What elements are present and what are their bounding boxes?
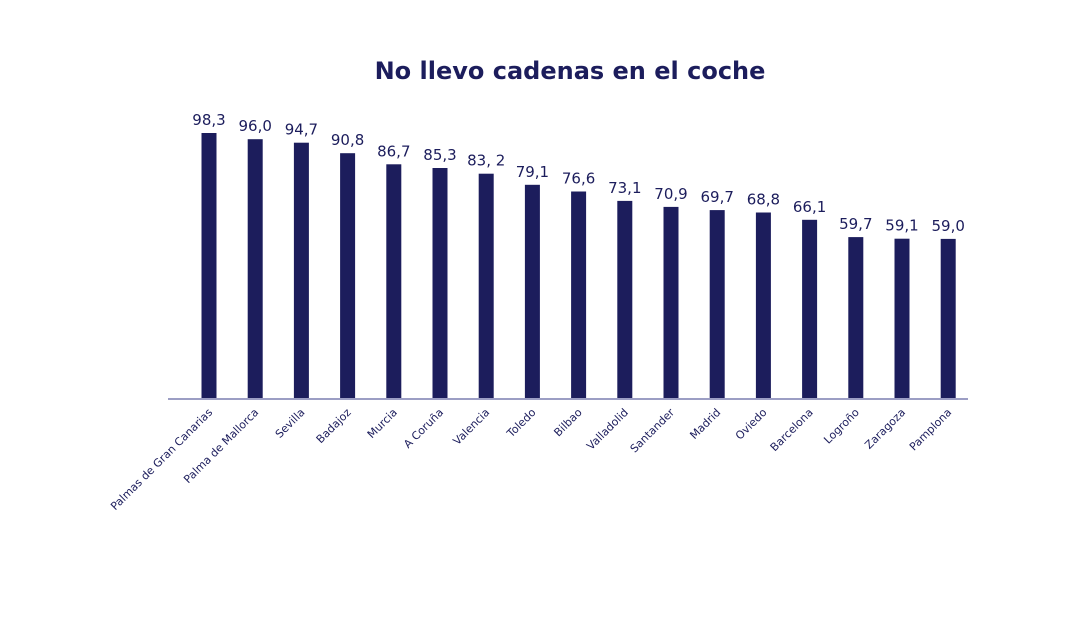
value-label-12: 68,8 [747, 191, 780, 209]
value-label-5: 85,3 [423, 146, 456, 164]
value-label-1: 96,0 [238, 117, 271, 135]
bar-3 [340, 153, 356, 398]
bar-10 [663, 206, 679, 398]
value-label-10: 70,9 [654, 185, 687, 203]
value-label-4: 86,7 [377, 142, 410, 160]
bar-15 [894, 238, 910, 398]
bar-13 [802, 219, 818, 398]
bar-14 [848, 237, 864, 398]
category-label-8: Bilbao [551, 406, 585, 440]
value-label-0: 98,3 [192, 111, 225, 129]
value-label-6: 83, 2 [467, 152, 505, 170]
value-label-9: 73,1 [608, 179, 641, 197]
value-labels-layer: 98,3 96,0 94,7 90,8 86,7 85,3 83, 2 79,1 76,6 73,… [192, 111, 965, 235]
bar-4 [386, 164, 402, 398]
category-label-3: Badajoz [314, 406, 354, 446]
value-label-15: 59,1 [885, 217, 918, 235]
bar-7 [524, 184, 540, 398]
value-label-14: 59,7 [839, 215, 872, 233]
bar-11 [709, 210, 725, 398]
chart-title: No llevo cadenas en el coche [375, 57, 766, 85]
value-label-7: 79,1 [516, 163, 549, 181]
bar-5 [432, 168, 448, 398]
value-label-16: 59,0 [931, 217, 964, 235]
category-label-14: Logroño [821, 406, 862, 447]
category-label-6: Valencia [451, 406, 493, 448]
bar-16 [940, 238, 956, 398]
value-label-11: 69,7 [700, 188, 733, 206]
category-label-15: Zaragoza [862, 406, 908, 452]
value-label-8: 76,6 [562, 170, 595, 188]
category-label-9: Valladolid [584, 406, 631, 453]
bar-0 [201, 133, 217, 398]
category-label-13: Barcelona [768, 406, 816, 454]
bars-layer [201, 133, 956, 398]
category-label-5: A Coruña [401, 406, 446, 451]
bar-2 [293, 142, 309, 398]
bar-6 [478, 173, 494, 398]
bar-8 [571, 191, 587, 398]
value-label-3: 90,8 [331, 131, 364, 149]
bar-1 [247, 139, 263, 398]
bar-9 [617, 200, 633, 398]
category-label-7: Toledo [504, 406, 539, 441]
value-label-13: 66,1 [793, 198, 826, 216]
category-label-12: Oviedo [733, 406, 770, 443]
category-label-4: Murcia [365, 406, 400, 441]
category-label-10: Santander [628, 406, 678, 456]
category-label-16: Pamplona [907, 406, 954, 453]
value-label-2: 94,7 [285, 121, 318, 139]
category-label-11: Madrid [687, 406, 723, 442]
category-label-2: Sevilla [273, 406, 308, 441]
bar-12 [755, 212, 771, 398]
